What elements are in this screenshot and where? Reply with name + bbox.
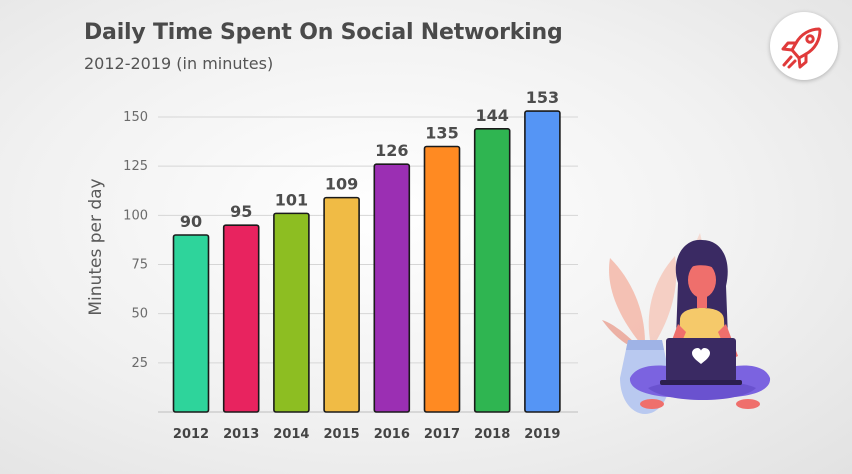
y-tick-label: 50 — [131, 307, 148, 322]
data-label-2012: 90 — [180, 212, 202, 231]
chart-subtitle: 2012-2019 (in minutes) — [84, 54, 274, 73]
bar-2016 — [373, 163, 411, 413]
bar-2017 — [423, 145, 461, 413]
woman-with-laptop-illustration — [602, 233, 771, 414]
x-tick-label-2014: 2014 — [273, 427, 309, 442]
data-label-2019: 153 — [526, 88, 559, 107]
bar-chart: 25 50 75 100 125 150 Minutes per day 90 2012 95 20… — [86, 88, 578, 442]
bar-2018 — [473, 128, 511, 413]
data-label-2013: 95 — [230, 202, 252, 221]
data-label-2014: 101 — [275, 190, 308, 209]
y-tick-label: 150 — [123, 110, 148, 125]
y-tick-label: 125 — [123, 159, 148, 174]
y-tick-label: 75 — [131, 258, 148, 273]
bar-2015 — [323, 196, 360, 413]
data-label-2018: 144 — [475, 106, 508, 125]
x-tick-label-2017: 2017 — [424, 427, 460, 442]
y-tick-label: 100 — [123, 208, 148, 223]
bar-2013 — [222, 224, 260, 413]
x-tick-label-2019: 2019 — [524, 427, 560, 442]
y-axis-label: Minutes per day — [86, 178, 106, 315]
data-label-2017: 135 — [425, 124, 458, 143]
bar-2012 — [172, 234, 210, 413]
x-tick-label-2013: 2013 — [223, 427, 259, 442]
rocket-icon — [781, 27, 822, 69]
badge[interactable] — [770, 12, 838, 80]
bar-2019 — [524, 110, 561, 413]
x-tick-label-2015: 2015 — [324, 427, 360, 442]
x-tick-label-2018: 2018 — [474, 427, 510, 442]
data-label-2015: 109 — [325, 175, 358, 194]
x-tick-label-2012: 2012 — [173, 427, 209, 442]
x-tick-label-2016: 2016 — [374, 427, 410, 442]
bar-2014 — [273, 212, 310, 413]
chart-title: Daily Time Spent On Social Networking — [84, 20, 563, 45]
data-label-2016: 126 — [375, 141, 408, 160]
y-tick-label: 25 — [131, 356, 148, 371]
